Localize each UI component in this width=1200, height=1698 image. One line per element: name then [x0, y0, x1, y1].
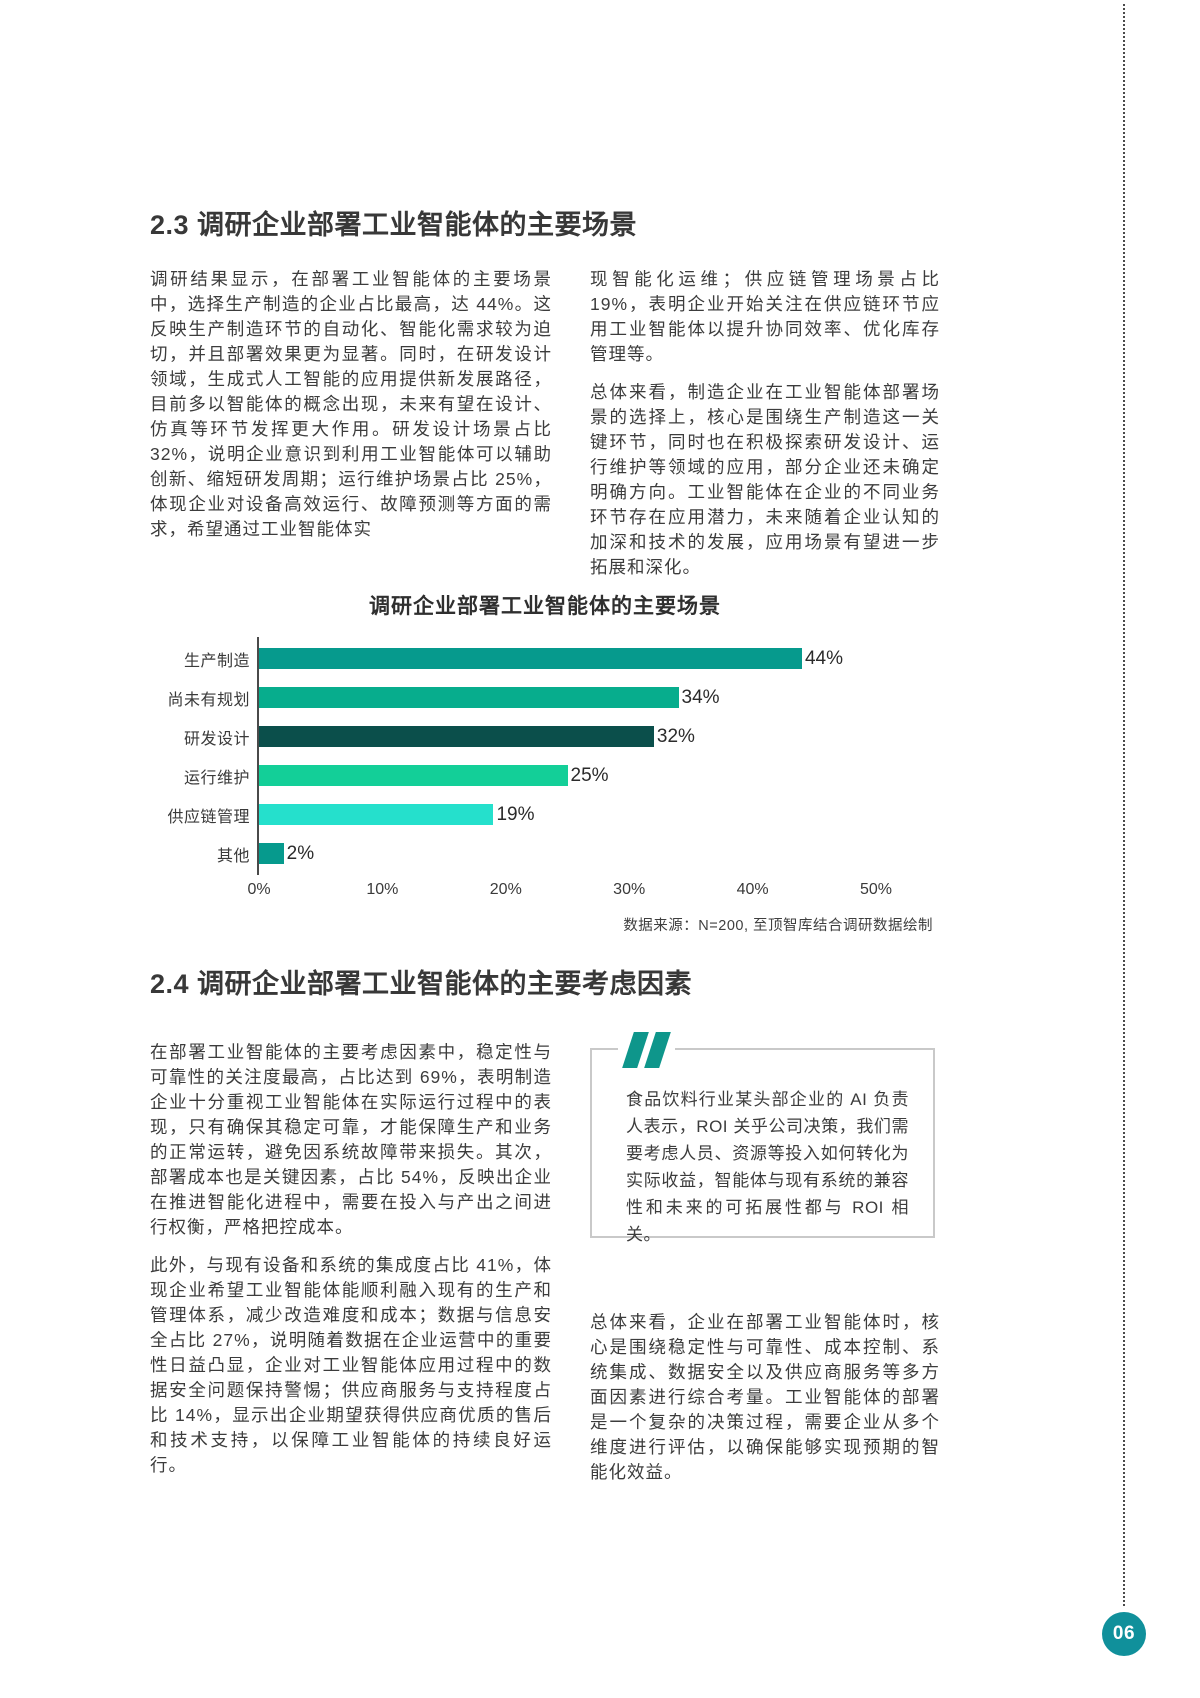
quote-box: 食品饮料行业某头部企业的 AI 负责人表示，ROI 关乎公司决策，我们需要考虑人…	[590, 1032, 935, 1244]
bar-value-label: 34%	[681, 686, 720, 708]
bar-track: 32%	[259, 726, 940, 747]
quote-text: 食品饮料行业某头部企业的 AI 负责人表示，ROI 关乎公司决策，我们需要考虑人…	[626, 1090, 909, 1244]
chart-bar-row: 研发设计 32%	[150, 717, 940, 756]
chart-bar-row: 供应链管理 19%	[150, 795, 940, 834]
page-number-badge: 06	[1102, 1612, 1146, 1656]
section-2-4-right-column: 总体来看，企业在部署工业智能体时，核心是围绕稳定性与可靠性、成本控制、系统集成、…	[590, 1310, 940, 1498]
bar-category-label: 研发设计	[183, 730, 250, 748]
x-axis-tick-label: 0%	[247, 881, 271, 898]
section-2-4-heading: 2.4 调研企业部署工业智能体的主要考虑因素	[150, 969, 693, 999]
bar	[259, 804, 494, 825]
bar-track: 19%	[259, 804, 940, 825]
bar-value-label: 32%	[656, 725, 695, 747]
right-dotted-divider	[1123, 4, 1125, 1606]
paragraph: 总体来看，企业在部署工业智能体时，核心是围绕稳定性与可靠性、成本控制、系统集成、…	[590, 1312, 940, 1482]
bar-category-label: 生产制造	[183, 652, 250, 670]
bar-track: 44%	[259, 648, 940, 669]
paragraph: 此外，与现有设备和系统的集成度占比 41%，体现企业希望工业智能体能顺利融入现有…	[150, 1255, 552, 1475]
bar	[259, 765, 568, 786]
x-axis-tick-label: 10%	[366, 881, 399, 898]
quote-stroke	[644, 1032, 671, 1068]
chart-bar-row: 运行维护 25%	[150, 756, 940, 795]
bar-category-label: 运行维护	[183, 769, 250, 787]
bar	[259, 648, 802, 669]
chart-bar-row: 生产制造 44%	[150, 639, 940, 678]
x-axis-tick-label: 30%	[613, 881, 646, 898]
bar	[259, 843, 284, 864]
chart-x-ticks: 0% 10% 20% 30% 40% 50%	[247, 881, 892, 901]
bar-value-label: 44%	[804, 647, 843, 669]
bar-value-label: 25%	[570, 764, 609, 786]
x-axis-tick-label: 20%	[489, 881, 522, 898]
paragraph: 调研结果显示，在部署工业智能体的主要场景中，选择生产制造的企业占比最高，达 44…	[150, 269, 552, 539]
paragraph: 现智能化运维；供应链管理场景占比 19%，表明企业开始关注在供应链环节应用工业智…	[590, 269, 940, 364]
bar-track: 25%	[259, 765, 940, 786]
chart-y-axis-line	[257, 637, 259, 875]
chart-source-note: 数据来源：N=200, 至顶智库结合调研数据绘制	[623, 918, 933, 934]
quotation-mark-icon	[618, 1032, 675, 1068]
chart-bar-row: 其他 2%	[150, 834, 940, 873]
bar-track: 2%	[259, 843, 940, 864]
chart-title: 调研企业部署工业智能体的主要场景	[369, 595, 721, 618]
section-2-4-left-column: 在部署工业智能体的主要考虑因素中，稳定性与可靠性的关注度最高，占比达到 69%，…	[150, 1040, 552, 1491]
bar-value-label: 2%	[286, 842, 315, 864]
section-2-3-right-column: 现智能化运维；供应链管理场景占比 19%，表明企业开始关注在供应链环节应用工业智…	[590, 267, 940, 593]
x-axis-tick-label: 50%	[859, 881, 893, 898]
section-2-3-left-column: 调研结果显示，在部署工业智能体的主要场景中，选择生产制造的企业占比最高，达 44…	[150, 267, 552, 555]
paragraph: 总体来看，制造企业在工业智能体部署场景的选择上，核心是围绕生产制造这一关键环节，…	[590, 382, 940, 577]
paragraph: 在部署工业智能体的主要考虑因素中，稳定性与可靠性的关注度最高，占比达到 69%，…	[150, 1042, 552, 1237]
bar-value-label: 19%	[496, 803, 535, 825]
section-2-3-heading: 2.3 调研企业部署工业智能体的主要场景	[150, 210, 638, 240]
chart-rows: 生产制造 44% 尚未有规划 34% 研发设计 32% 运行维护 25% 供应链管理 19% 其他 2…	[150, 639, 940, 873]
bar-track: 34%	[259, 687, 940, 708]
bar	[259, 687, 679, 708]
bar-category-label: 供应链管理	[167, 808, 250, 826]
chart-bar-row: 尚未有规划 34%	[150, 678, 940, 717]
bar	[259, 726, 654, 747]
bar-category-label: 尚未有规划	[167, 691, 250, 709]
x-axis-tick-label: 40%	[736, 881, 769, 898]
bar-category-label: 其他	[216, 847, 250, 865]
